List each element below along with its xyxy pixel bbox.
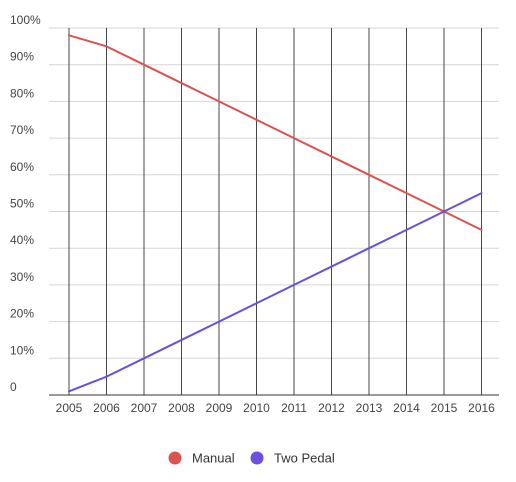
- x-tick-label: 2014: [393, 401, 420, 415]
- x-tick-label: 2015: [431, 401, 458, 415]
- x-tick-label: 2005: [56, 401, 83, 415]
- series-line-1: [68, 34, 483, 231]
- y-tick-label: 90%: [10, 50, 34, 64]
- x-tick-label: 2016: [468, 401, 495, 415]
- x-tick-label: 2010: [243, 401, 270, 415]
- x-tick-label: 2009: [206, 401, 233, 415]
- y-tick-label: 40%: [10, 233, 34, 247]
- series-line-2: [68, 192, 483, 393]
- y-tick-label: 20%: [10, 307, 34, 321]
- x-axis-ticks: 2005 2006 2007 2008 2009 2010 2011 2012 2013 2014…: [56, 401, 496, 415]
- y-axis-ticks: 0 10% 20% 30% 40% 50% 60% 70% 80% 90% 100%: [10, 13, 41, 394]
- y-tick-label: 100%: [10, 13, 41, 27]
- y-tick-label: 60%: [10, 160, 34, 174]
- y-tick-label: 30%: [10, 270, 34, 284]
- y-tick-label: 0: [10, 380, 17, 394]
- y-tick-label: 50%: [10, 197, 34, 211]
- legend-label: Manual: [192, 451, 235, 466]
- y-tick-label: 80%: [10, 86, 34, 100]
- x-tick-label: 2007: [131, 401, 158, 415]
- x-tick-label: 2006: [93, 401, 120, 415]
- x-tick-label: 2012: [318, 401, 345, 415]
- legend: Manual Two Pedal: [168, 451, 335, 466]
- series-lines: [68, 34, 483, 393]
- x-tick-label: 2013: [356, 401, 383, 415]
- y-tick-label: 10%: [10, 343, 34, 357]
- legend-marker: [250, 451, 264, 465]
- legend-label: Two Pedal: [274, 451, 335, 466]
- chart-grid: [49, 27, 499, 396]
- y-tick-label: 70%: [10, 123, 34, 137]
- legend-marker: [168, 451, 182, 465]
- x-tick-label: 2011: [281, 401, 307, 415]
- x-tick-label: 2008: [168, 401, 195, 415]
